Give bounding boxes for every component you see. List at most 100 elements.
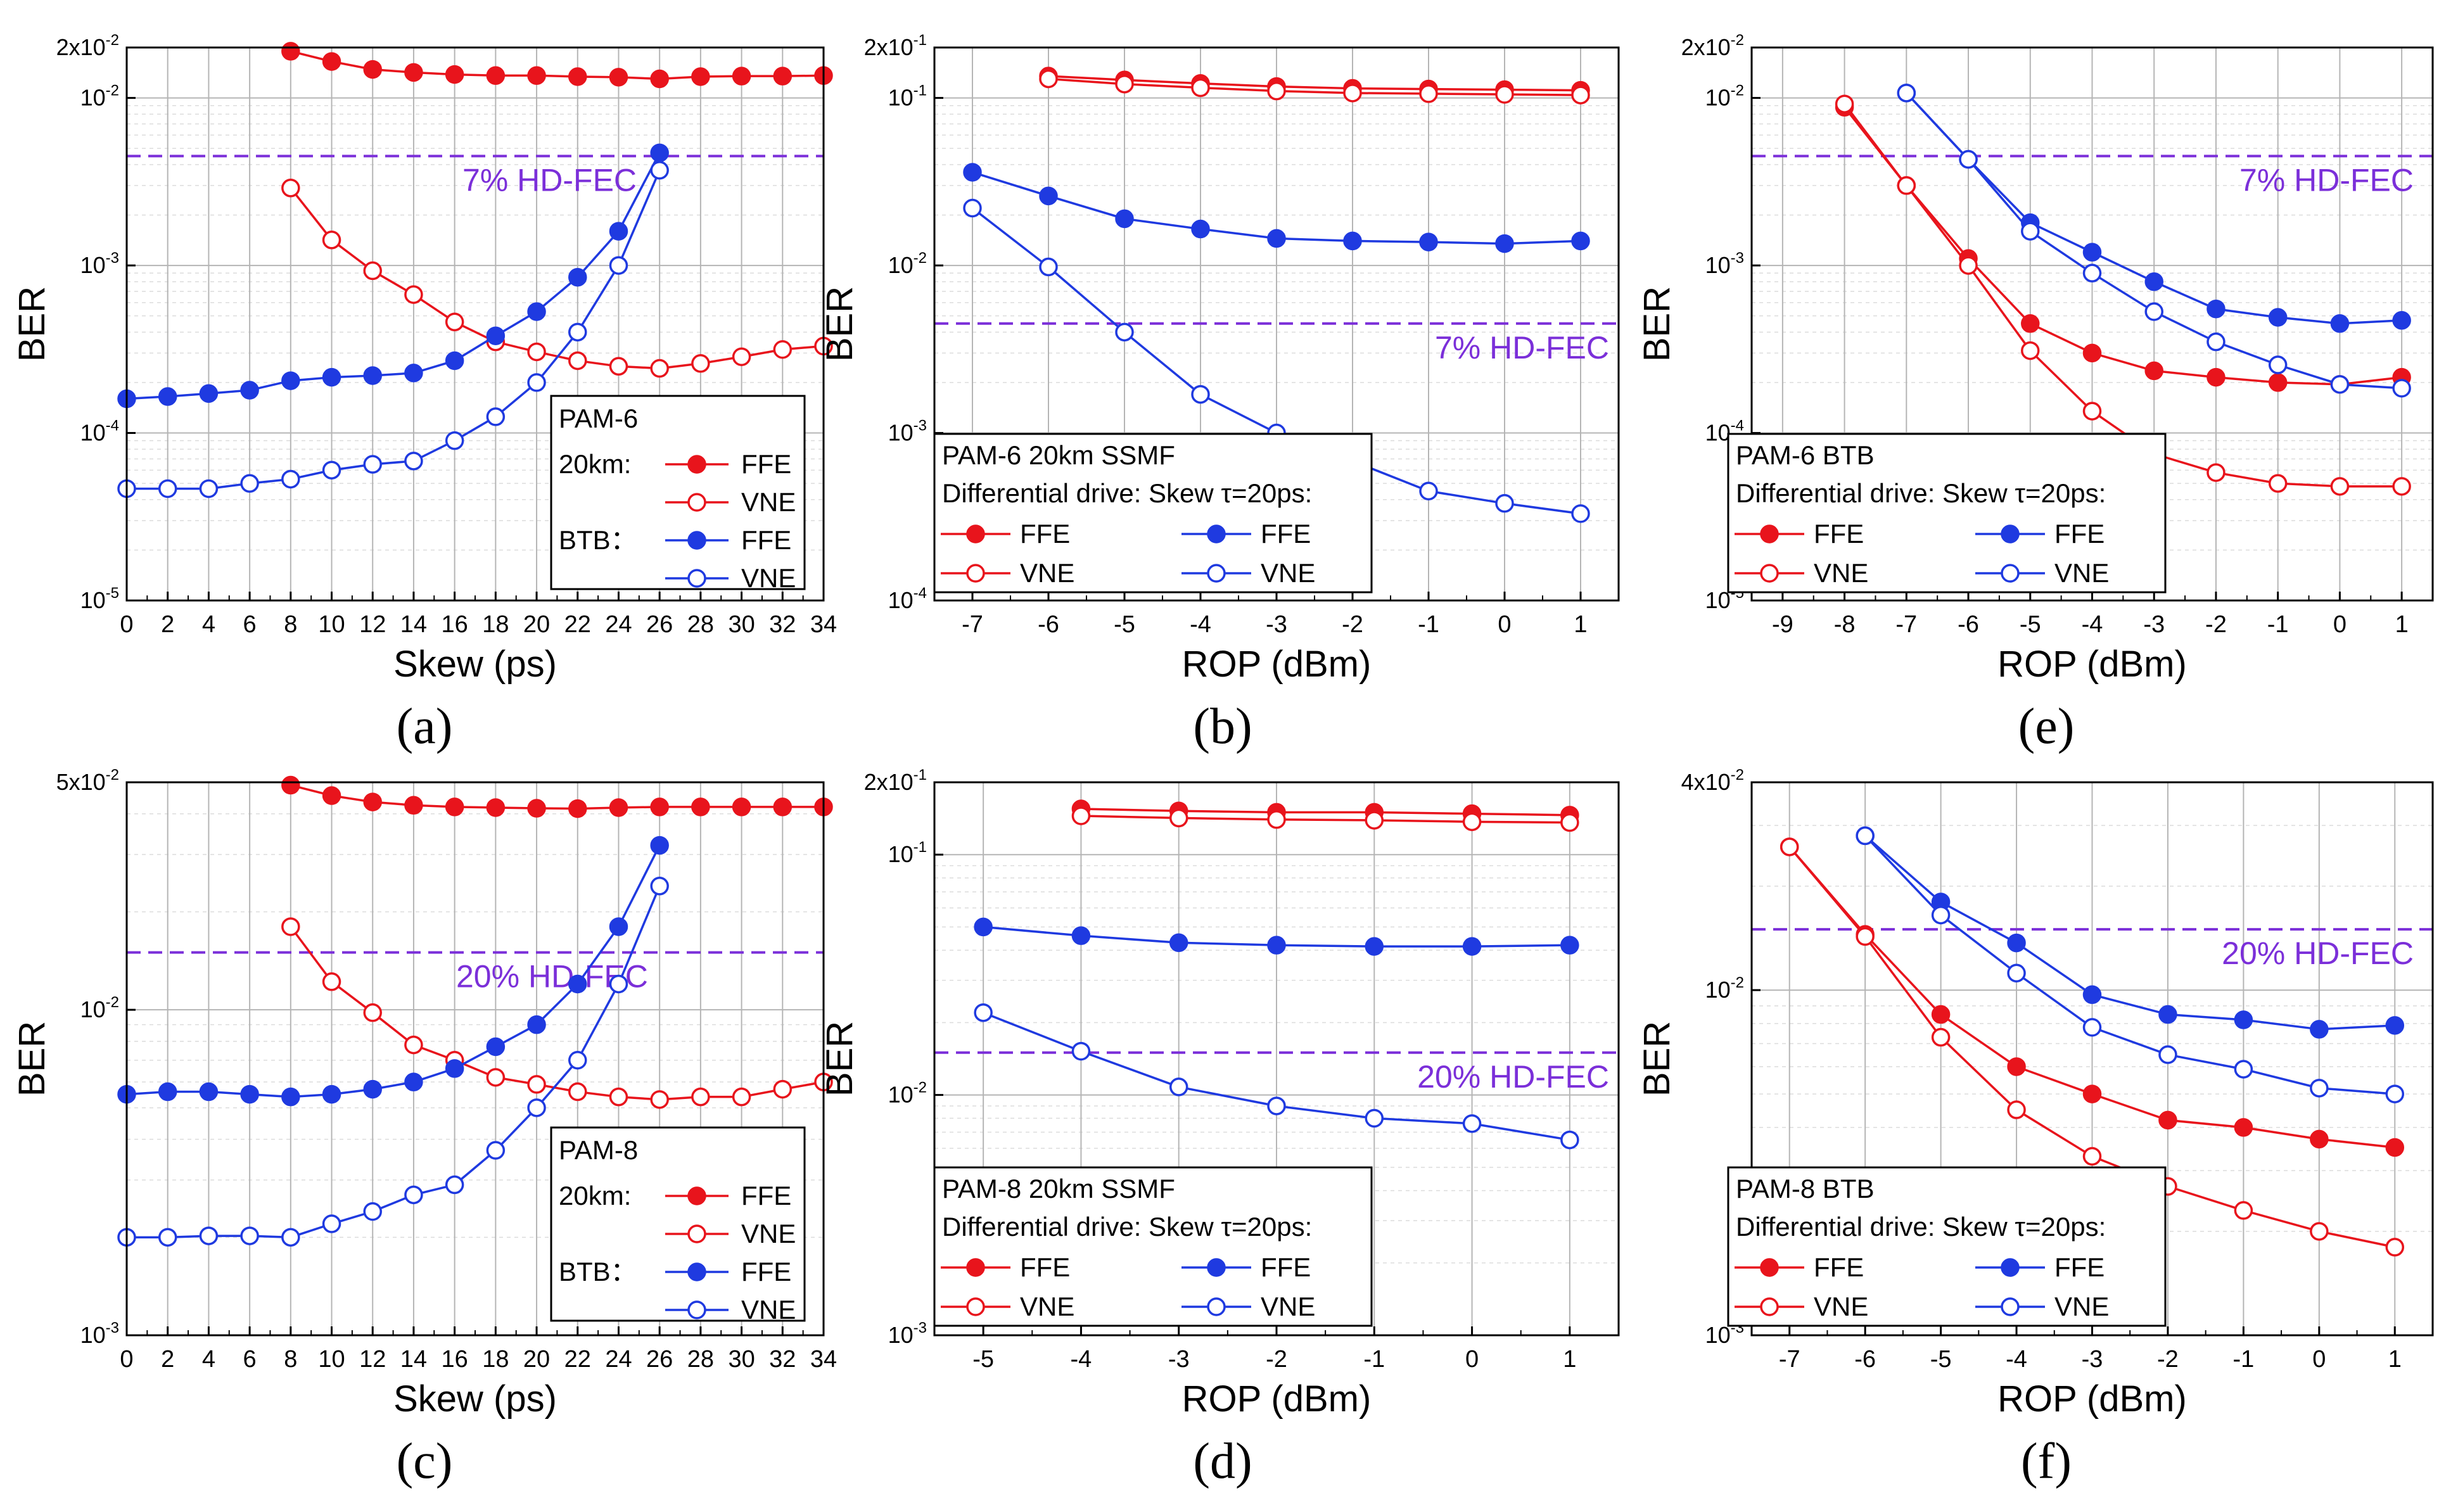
x-tick-label: -4 [1071,1346,1092,1373]
legend-label: VNE [741,1295,796,1325]
data-point [445,1175,464,1195]
data-point [2385,1238,2405,1257]
data-point [1959,256,1978,275]
data-point [2385,1138,2405,1157]
legend-marker [1207,564,1226,583]
legend-marker [1760,1258,1779,1277]
legend-label: FFE [741,1181,791,1210]
data-point [1071,806,1091,825]
data-point [363,1003,382,1022]
data-point [1039,257,1058,277]
data-point [2234,1201,2253,1220]
data-point [527,1098,546,1117]
fec-label: 20% HD-FEC [1417,1059,1609,1095]
data-point [1169,933,1188,953]
data-point [2144,361,2163,381]
x-tick-label: 22 [564,611,591,638]
data-point [609,222,628,241]
data-point [568,1082,587,1102]
data-point [1267,810,1286,829]
data-point [322,1214,341,1233]
data-point [527,1015,546,1034]
data-point [2207,367,2226,387]
data-point [1419,84,1438,103]
series-FFE-0 [1835,98,2411,394]
legend-subtitle: Differential drive: Skew τ=20ps: [942,1212,1312,1242]
y-tick-label: 10-1 [888,82,927,111]
series-20km-FFE-0 [281,42,833,89]
data-point [2158,1110,2177,1130]
legend-marker [687,1186,706,1205]
data-point [445,312,464,332]
data-point [568,322,587,342]
data-point [2082,402,2102,421]
x-tick-label: -5 [1114,611,1135,638]
panel-label: (d) [1193,1433,1252,1489]
legend: PAM-6 BTB Differential drive: Skew τ=20ps… [1727,433,2167,594]
data-point [1191,219,1210,239]
panel-label: (b) [1193,699,1252,754]
x-axis: -9 -8 -7 -6 -5 -4 -3 -2 -1 0 1 [1772,592,2409,638]
data-point [1462,812,1482,832]
data-point [568,799,587,818]
y-axis: 2x10-1 10-1 10-2 10-3 [864,766,943,1348]
data-point [2268,355,2288,374]
x-tick-label: 12 [359,1346,386,1373]
legend-label: FFE [1814,519,1864,549]
data-point [404,452,423,471]
panel-label: (a) [397,699,453,754]
data-point [486,798,506,817]
x-tick-label: 1 [2388,1346,2402,1373]
data-point [1343,84,1362,103]
chart-f: 20% HD-FEC -7 -6 -5 -4 -3 -2 -1 0 1 4x10-2 10-2 1 0 -3… [1636,766,2434,1489]
data-point [1462,1114,1482,1133]
data-point [2385,1016,2405,1035]
legend-label: VNE [1020,1292,1074,1321]
x-tick-label: 0 [1465,1346,1479,1373]
y-tick-label: 10-4 [80,417,119,446]
data-point [1169,1077,1188,1096]
x-tick-label: -1 [1418,611,1439,638]
legend-label: VNE [741,1219,796,1248]
x-tick-label: 0 [2333,611,2347,638]
data-point [2158,1045,2177,1064]
x-axis: -5 -4 -3 -2 -1 0 1 [972,1326,1576,1373]
x-tick-label: 0 [120,611,133,638]
data-point [1039,186,1058,206]
y-tick-label: 4x10-2 [1681,766,1744,795]
x-axis-title: Skew (ps) [393,1378,557,1420]
x-axis-title: ROP (dBm) [1997,1378,2187,1420]
series-line [1081,815,1570,824]
legend-marker [966,1297,985,1316]
fec-label: 7% HD-FEC [462,162,637,198]
x-tick-label: 12 [359,611,386,638]
y-axis-title: BER [1636,286,1678,362]
y-axis: 5x10-2 10-2 10-3 [56,766,136,1348]
legend-marker [2001,1297,2020,1316]
y-tick-label: 2x10-1 [864,766,927,795]
data-point [240,1084,259,1104]
legend-label: FFE [2054,519,2105,549]
data-point [732,347,751,366]
x-tick-label: 18 [482,611,509,638]
data-point [2082,1084,2102,1103]
data-point [281,917,300,936]
legend-box [550,1126,806,1322]
data-point [1560,813,1579,832]
data-point [1267,1096,1286,1115]
data-point [1419,232,1438,251]
data-point [691,67,710,86]
legend-title: PAM-6 20km SSMF [942,440,1175,470]
data-point [281,1087,300,1107]
data-point [363,366,382,385]
data-point [650,143,669,163]
data-point [240,1226,259,1245]
x-tick-label: -8 [1834,611,1856,638]
data-point [322,461,341,480]
legend-label: FFE [2054,1252,2105,1282]
data-point [158,1082,177,1102]
legend-label: FFE [741,525,791,555]
y-tick-label: 2x10-2 [1681,32,1744,60]
x-tick-label: -5 [1930,1346,1952,1373]
x-tick-label: -7 [962,611,983,638]
